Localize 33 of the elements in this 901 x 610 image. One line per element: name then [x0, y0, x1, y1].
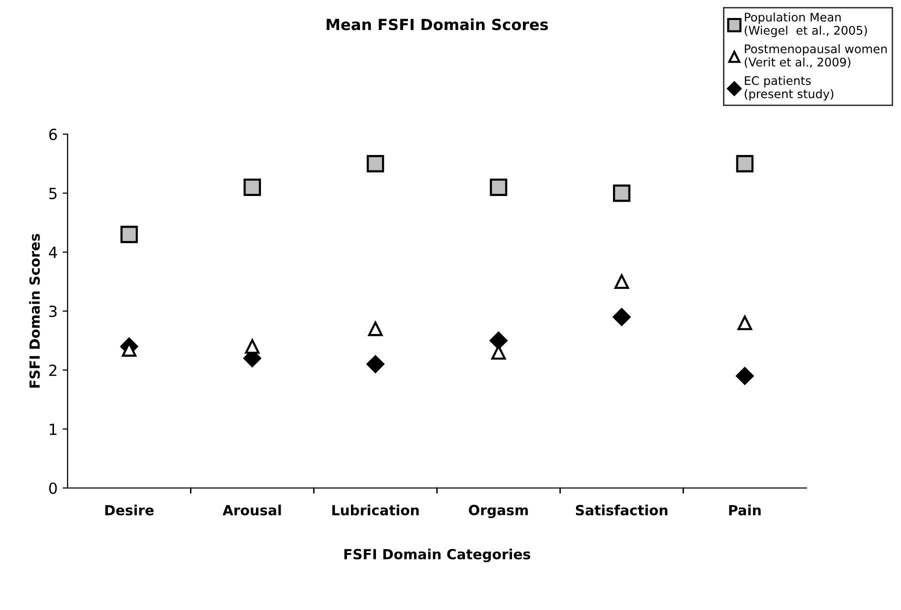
y-tick-label: 1: [50, 424, 56, 435]
point: [490, 178, 508, 196]
point: [614, 274, 629, 289]
x-tick-label: Arousal: [222, 504, 281, 516]
point: [366, 155, 384, 172]
legend-label: EC patients (present study): [744, 76, 834, 101]
chart-title: Mean FSFI Domain Scores: [326, 18, 548, 30]
y-tick-label: 2: [49, 364, 56, 376]
point: [738, 316, 752, 330]
point: [368, 321, 383, 336]
x-tick-label: Satisfaction: [576, 504, 668, 516]
legend-label: Population Mean (Wiegel et al., 2005): [744, 12, 867, 38]
x-tick-label: Desire: [105, 504, 154, 516]
x-tick-label: Pain: [729, 504, 761, 516]
point: [613, 184, 630, 202]
point: [366, 355, 384, 374]
y-axis-title: FSFI Domain Scores: [29, 234, 40, 388]
legend-label: Postmenopausal women (Verit et al., 2009): [744, 44, 887, 68]
y-tick-label: 6: [49, 128, 57, 140]
point: [120, 226, 138, 244]
x-tick-label: Lubrication: [332, 504, 419, 516]
point: [490, 332, 508, 350]
y-tick-label: 3: [49, 306, 57, 318]
y-tick-label: 0: [49, 482, 57, 494]
point: [244, 178, 261, 196]
point: [736, 367, 754, 385]
y-tick-label: 4: [48, 246, 57, 258]
x-axis-title: FSFI Domain Categories: [344, 548, 530, 562]
x-tick-label: Orgasm: [468, 504, 528, 518]
point: [736, 155, 754, 172]
point: [612, 308, 631, 326]
point: [244, 339, 260, 354]
y-tick-label: 5: [49, 188, 57, 200]
